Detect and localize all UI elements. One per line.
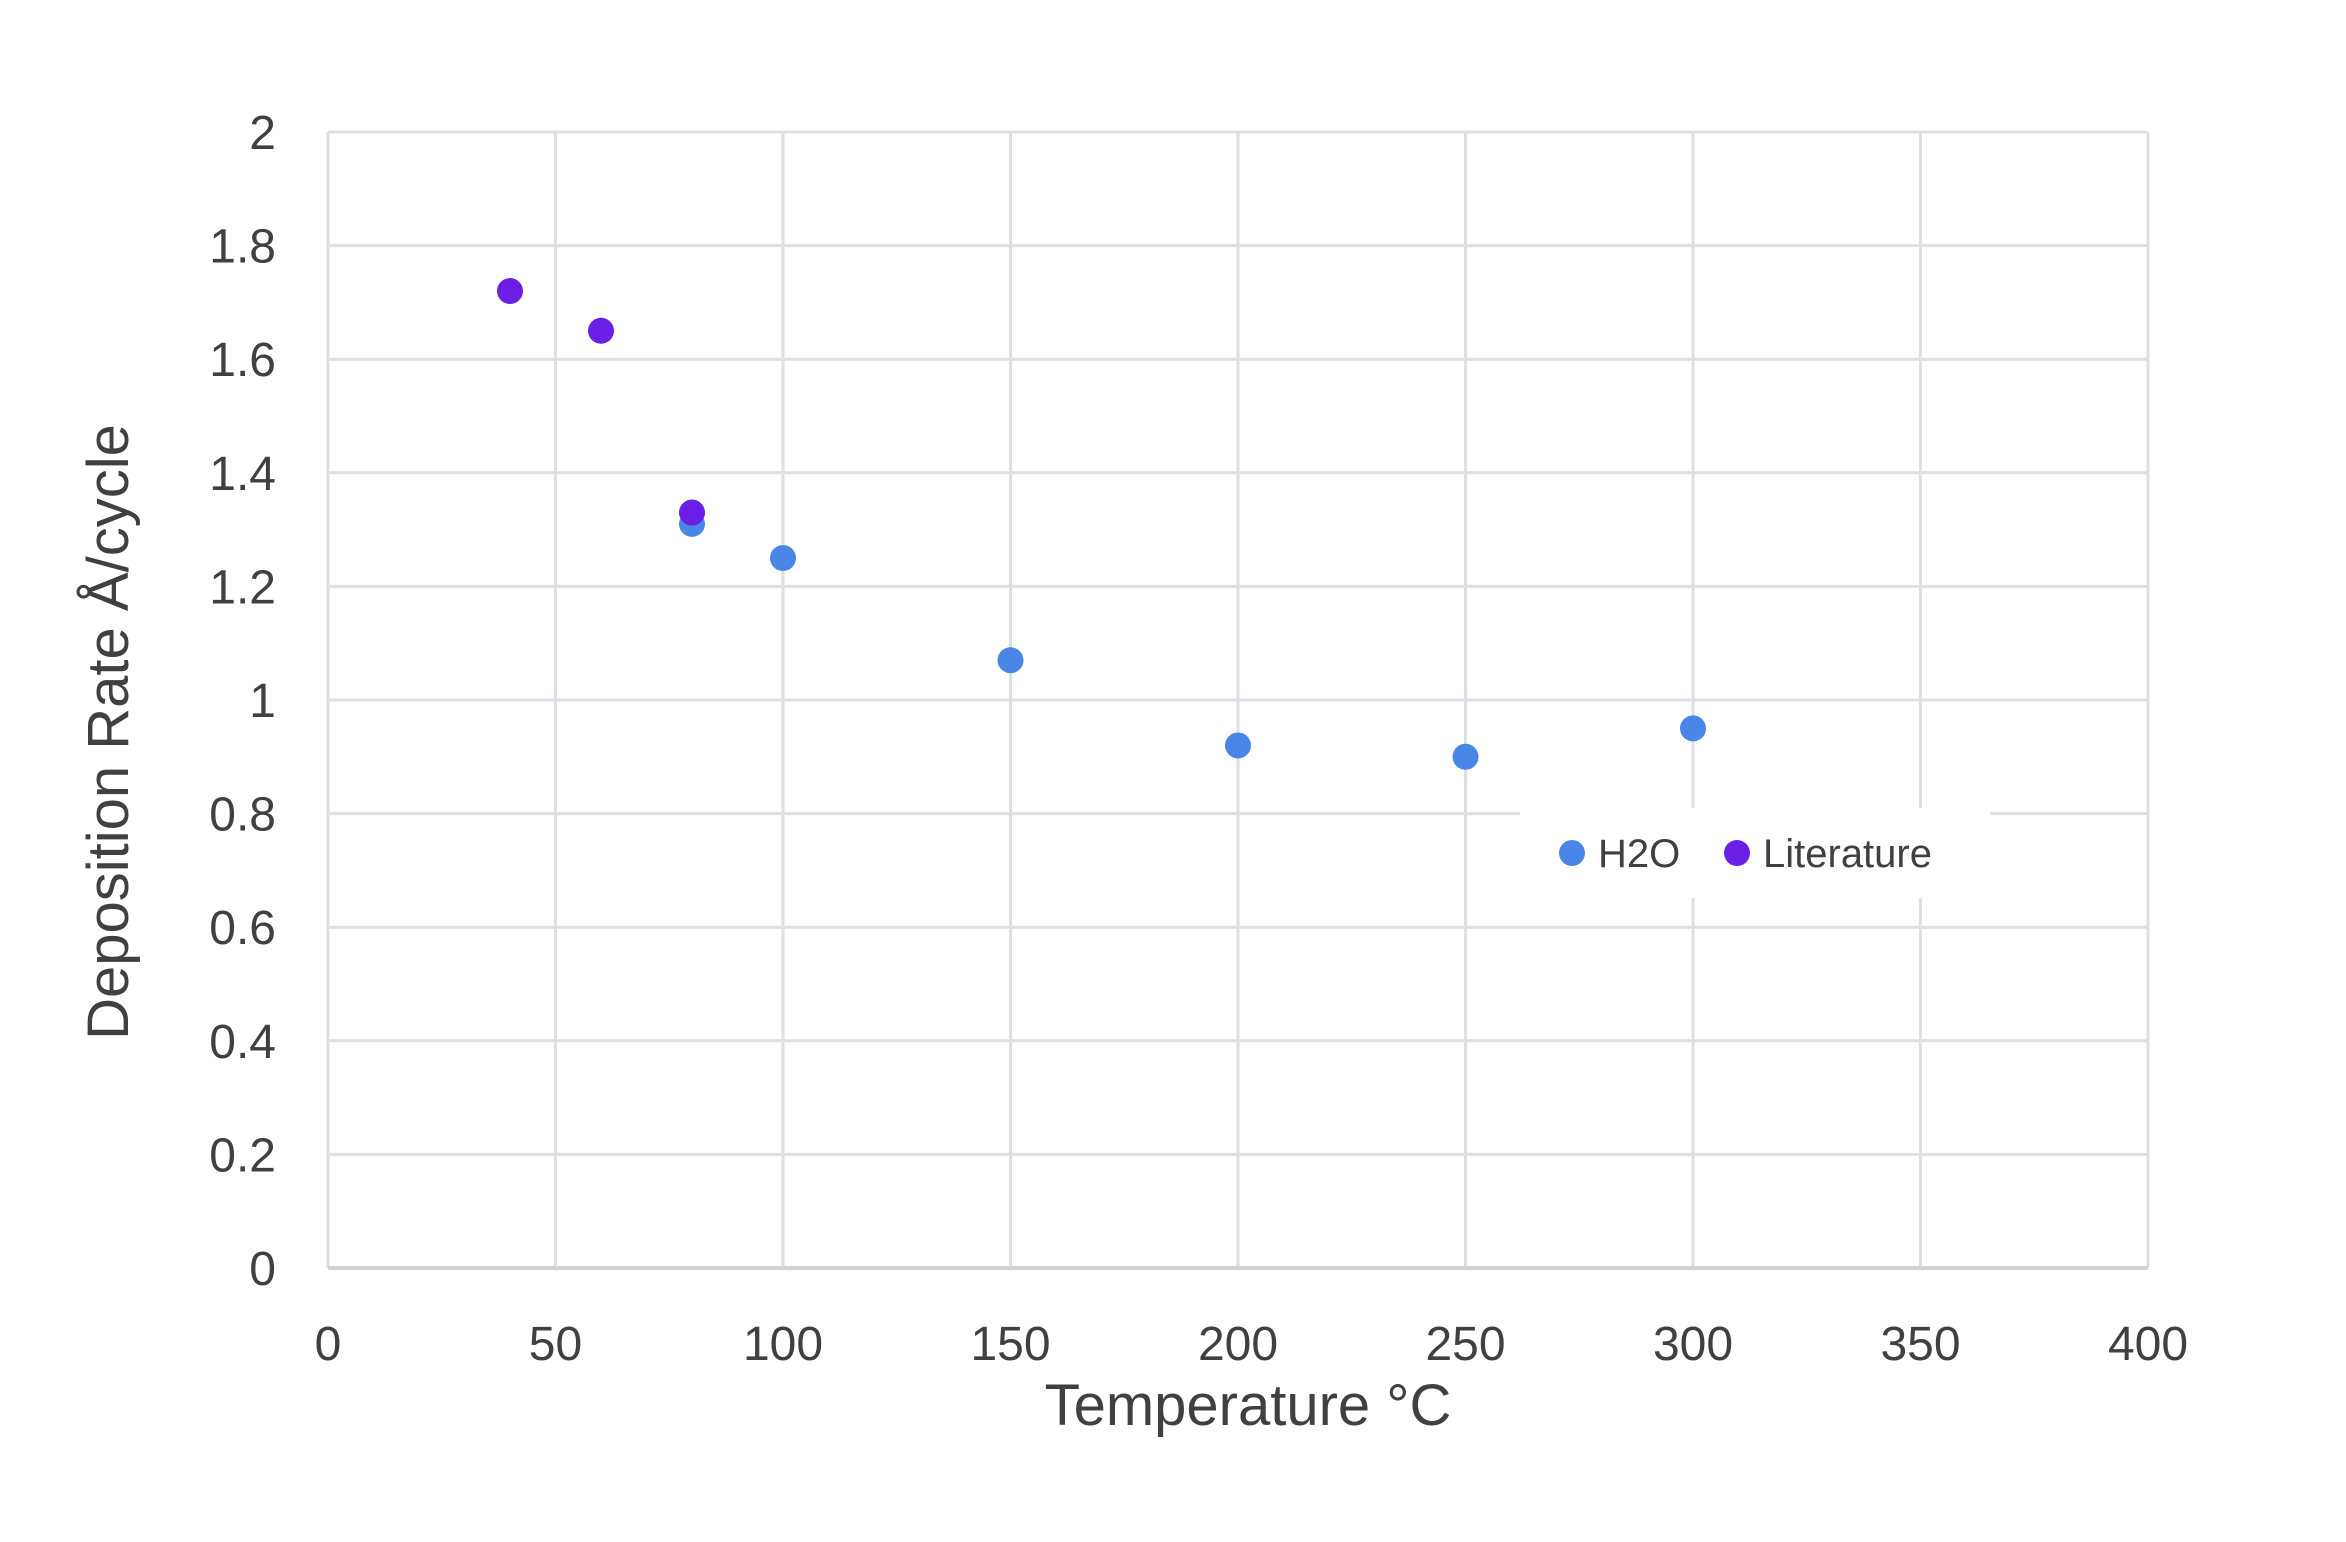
x-tick-label: 400 xyxy=(2108,1318,2188,1371)
data-point-h2o xyxy=(770,545,796,571)
legend-marker xyxy=(1559,840,1585,866)
grid-layer xyxy=(326,130,2150,1270)
y-tick-label: 1.6 xyxy=(209,334,276,387)
x-tick-label: 250 xyxy=(1425,1318,1505,1371)
data-point-h2o xyxy=(1452,743,1479,770)
x-tick-label: 50 xyxy=(529,1318,582,1371)
x-tick-label: 150 xyxy=(970,1318,1050,1371)
points-layer xyxy=(497,278,1706,770)
x-tick-label: 300 xyxy=(1653,1318,1733,1371)
y-tick-label: 1.8 xyxy=(209,221,276,274)
data-point-literature xyxy=(679,499,705,526)
y-tick-label: 0.6 xyxy=(209,902,276,955)
axis-layer: 0 50 100 150 200 250 300 350 400 0 0.2 0.4 0.6 0.8 1 1.… xyxy=(209,107,2188,1371)
y-tick-label: 0.8 xyxy=(209,789,276,842)
legend-background xyxy=(1520,808,1990,898)
legend: H2O Literature xyxy=(1520,808,1990,898)
x-tick-label: 200 xyxy=(1198,1318,1278,1371)
data-point-literature xyxy=(497,278,523,305)
data-point-literature xyxy=(588,317,614,344)
y-axis-title: Deposition Rate Å/cycle xyxy=(76,424,141,1040)
y-tick-label: 2 xyxy=(249,107,276,160)
x-tick-label: 100 xyxy=(743,1318,823,1371)
y-tick-label: 1.4 xyxy=(209,448,276,501)
data-point-h2o xyxy=(1225,732,1251,759)
y-tick-label: 0 xyxy=(249,1243,276,1296)
x-axis-title: Temperature °C xyxy=(1045,1373,1452,1438)
data-point-h2o xyxy=(997,647,1024,674)
x-tick-label: 350 xyxy=(1880,1318,1960,1371)
y-tick-label: 0.4 xyxy=(209,1016,276,1069)
y-tick-label: 1 xyxy=(249,675,276,728)
legend-label: H2O xyxy=(1598,832,1680,876)
legend-label: Literature xyxy=(1763,832,1932,876)
data-point-h2o xyxy=(1680,715,1706,742)
x-tick-label: 0 xyxy=(315,1318,342,1371)
y-tick-label: 0.2 xyxy=(209,1129,276,1182)
legend-marker xyxy=(1724,840,1750,866)
y-tick-label: 1.2 xyxy=(209,561,276,614)
